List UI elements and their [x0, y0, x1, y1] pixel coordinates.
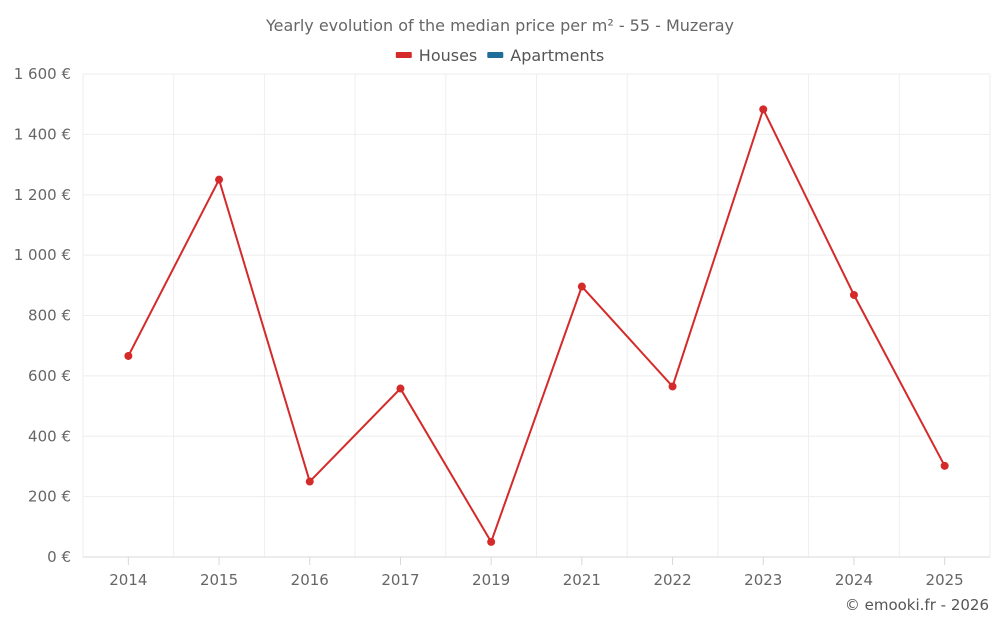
data-point[interactable]	[396, 384, 405, 393]
x-tick-label: 2017	[381, 571, 419, 589]
data-point[interactable]	[940, 461, 949, 470]
x-tick-label: 2023	[744, 571, 782, 589]
y-tick-label: 400 €	[28, 427, 71, 445]
grid	[82, 73, 991, 557]
y-tick-label: 1 600 €	[14, 65, 71, 83]
data-point[interactable]	[849, 290, 858, 299]
legend: Houses Apartments	[395, 46, 604, 65]
data-point[interactable]	[305, 477, 314, 486]
x-tick-label: 2021	[563, 571, 601, 589]
x-tick-label: 2019	[472, 571, 510, 589]
legend-item-apartments[interactable]: Apartments	[487, 46, 604, 65]
data-point[interactable]	[124, 351, 133, 360]
y-tick-label: 1 200 €	[14, 186, 71, 204]
legend-label: Apartments	[510, 46, 604, 65]
y-tick-label: 0 €	[47, 548, 71, 566]
data-point[interactable]	[668, 382, 677, 391]
chart-title: Yearly evolution of the median price per…	[265, 16, 734, 35]
series-line-houses	[127, 108, 946, 543]
x-tick-label: 2016	[291, 571, 329, 589]
x-tick-label: 2024	[835, 571, 873, 589]
legend-swatch	[395, 52, 412, 58]
series-layer	[124, 105, 949, 546]
y-tick-label: 600 €	[28, 367, 71, 385]
data-point[interactable]	[487, 537, 496, 546]
credit-text: © emooki.fr - 2026	[845, 596, 989, 614]
legend-swatch	[487, 52, 504, 58]
y-tick-label: 800 €	[28, 307, 71, 325]
data-point[interactable]	[577, 282, 586, 291]
y-tick-label: 200 €	[28, 488, 71, 506]
x-tick-label: 2014	[109, 571, 147, 589]
y-tick-label: 1 000 €	[14, 246, 71, 264]
x-tick-label: 2025	[926, 571, 964, 589]
y-tick-label: 1 400 €	[14, 125, 71, 143]
axes: 0 € 200 € 400 € 600 € 800 € 1 000 € 1 200 € 1 4…	[14, 65, 990, 589]
data-point[interactable]	[759, 105, 768, 114]
legend-item-houses[interactable]: Houses	[395, 46, 477, 65]
x-tick-label: 2015	[200, 571, 238, 589]
data-point[interactable]	[215, 175, 224, 184]
legend-label: Houses	[419, 46, 477, 65]
x-tick-label: 2022	[653, 571, 691, 589]
